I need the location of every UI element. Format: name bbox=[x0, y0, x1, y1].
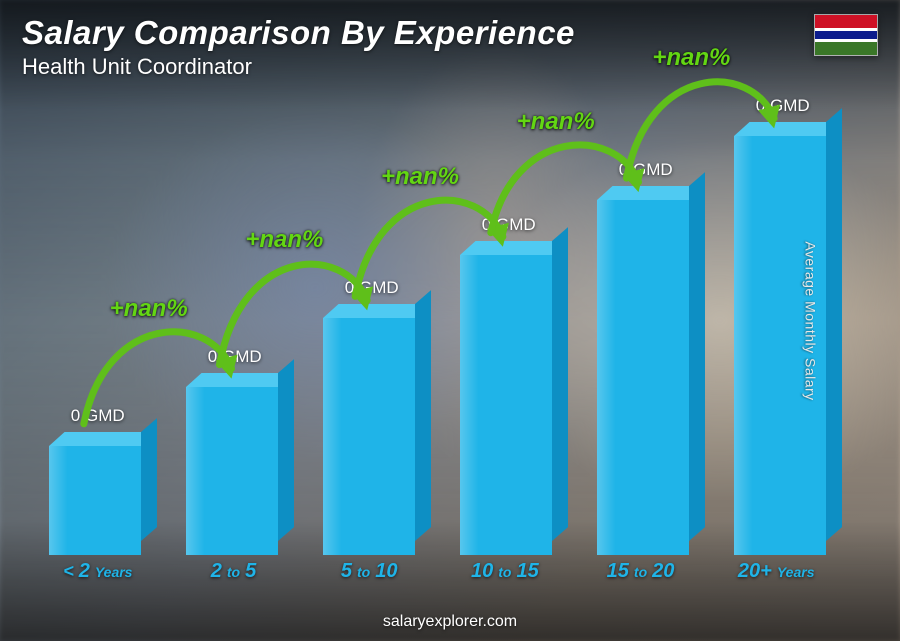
bar-slot: 0 GMD bbox=[441, 100, 570, 555]
y-axis-label: Average Monthly Salary bbox=[802, 241, 818, 400]
x-axis-label: 15 to 20 bbox=[573, 560, 709, 583]
bar bbox=[323, 318, 415, 555]
bar-slot: 0 GMD bbox=[167, 100, 296, 555]
bar-slot: 0 GMD bbox=[715, 100, 844, 555]
x-axis-label: 20+ Years bbox=[708, 560, 844, 583]
bar-value-label: 0 GMD bbox=[71, 406, 125, 426]
x-axis-label: 2 to 5 bbox=[166, 560, 302, 583]
header: Salary Comparison By Experience Health U… bbox=[22, 14, 878, 80]
country-flag bbox=[814, 14, 878, 56]
x-axis-label: < 2 Years bbox=[30, 560, 166, 583]
bar bbox=[460, 255, 552, 555]
bar-value-label: 0 GMD bbox=[756, 96, 810, 116]
x-axis-label: 5 to 10 bbox=[301, 560, 437, 583]
bar bbox=[597, 200, 689, 555]
bar-slot: 0 GMD bbox=[30, 100, 159, 555]
bar-slot: 0 GMD bbox=[304, 100, 433, 555]
bar-value-label: 0 GMD bbox=[345, 278, 399, 298]
x-axis-label: 10 to 15 bbox=[437, 560, 573, 583]
footer-attribution: salaryexplorer.com bbox=[0, 613, 900, 631]
bar-value-label: 0 GMD bbox=[482, 215, 536, 235]
bar bbox=[49, 446, 141, 555]
chart-title: Salary Comparison By Experience bbox=[22, 14, 575, 52]
bar-chart: 0 GMD 0 GMD 0 GMD 0 GMD 0 GMD 0 GMD < 2 Years… bbox=[30, 100, 844, 583]
bar-value-label: 0 GMD bbox=[208, 347, 262, 367]
bar-slot: 0 GMD bbox=[578, 100, 707, 555]
bar bbox=[186, 387, 278, 555]
bar-value-label: 0 GMD bbox=[619, 160, 673, 180]
chart-subtitle: Health Unit Coordinator bbox=[22, 54, 575, 80]
